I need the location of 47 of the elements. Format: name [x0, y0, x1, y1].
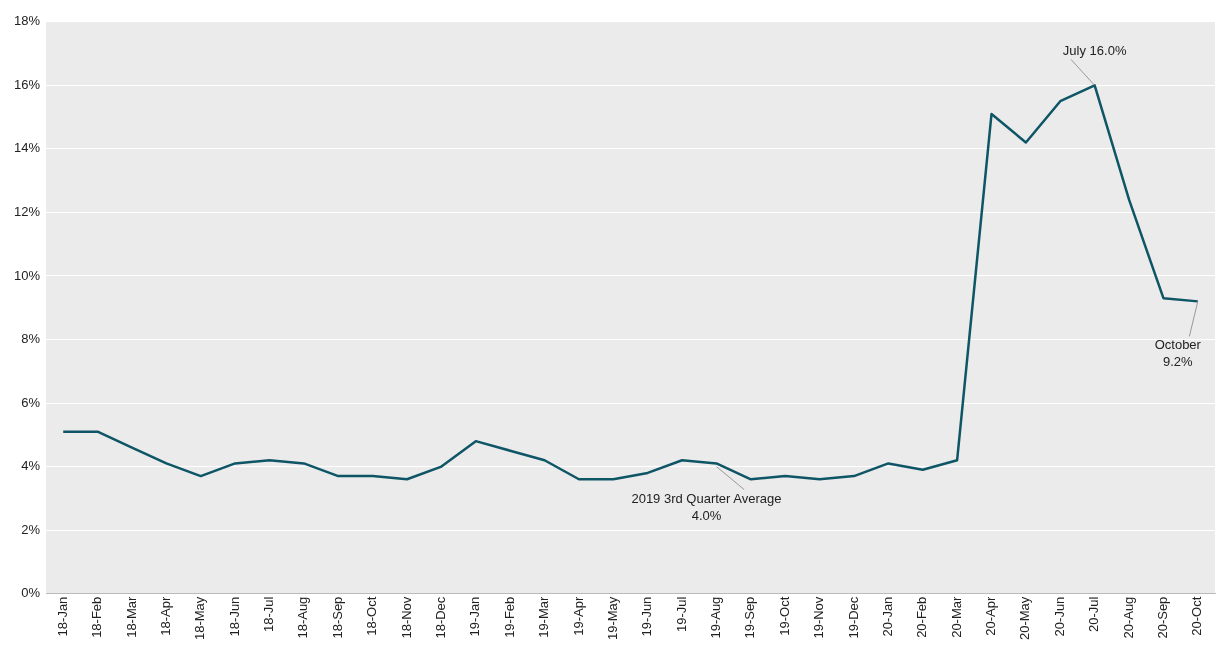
x-tick-label: 18-May [192, 596, 208, 641]
x-tick-label: 19-Oct [776, 596, 792, 636]
x-tick-label: 19-May [604, 596, 620, 641]
x-tick-label: 18-Feb [89, 596, 105, 638]
x-tick-label: 18-Dec [432, 596, 448, 639]
x-tick-label: 19-Sep [742, 596, 758, 639]
x-tick-label: 19-Aug [708, 596, 724, 639]
x-tick-label: 20-Jul [1086, 596, 1102, 633]
x-tick-label: 20-Jun [1051, 596, 1067, 637]
x-tick-label: 19-Feb [501, 596, 517, 638]
x-tick-label: 19-Jun [639, 596, 655, 637]
y-tick-label: 14% [13, 140, 41, 156]
x-tick-label: 18-Nov [398, 596, 414, 639]
x-tick-label: 18-Jun [226, 596, 242, 637]
x-tick-label: 20-Feb [914, 596, 930, 638]
x-tick-label: 20-Oct [1189, 596, 1205, 636]
x-tick-label: 19-Jan [467, 596, 483, 637]
x-tick-label: 20-May [1017, 596, 1033, 641]
y-tick-label: 12% [13, 204, 41, 219]
x-tick-label: 20-Jan [879, 596, 895, 637]
x-tick-label: 20-Aug [1120, 596, 1136, 639]
y-tick-label: 18% [13, 13, 41, 29]
x-tick-label: 19-Jul [673, 596, 689, 633]
y-tick-label: 2% [21, 521, 41, 537]
y-tick-label: 0% [21, 585, 41, 601]
y-tick-label: 4% [21, 458, 41, 474]
x-tick-label: 19-Mar [536, 595, 552, 638]
x-tick-label: 20-Sep [1155, 596, 1171, 639]
x-tick-label: 18-Jan [54, 596, 70, 637]
x-tick-label: 18-Jul [261, 596, 277, 633]
annotation: October 9.2% [1154, 337, 1202, 370]
annotation: 2019 3rd Quarter Average 4.0% [631, 490, 782, 523]
y-tick-label: 16% [13, 76, 41, 92]
x-tick-label: 20-Apr [983, 595, 999, 636]
x-tick-label: 19-Dec [845, 596, 861, 639]
y-tick-label: 8% [21, 331, 41, 347]
x-tick-label: 18-Sep [329, 596, 345, 639]
x-tick-label: 20-Mar [948, 595, 964, 638]
x-tick-label: 18-Aug [295, 596, 311, 639]
x-tick-label: 18-Apr [157, 595, 173, 636]
y-tick-label: 10% [13, 267, 41, 283]
annotation: July 16.0% [1062, 43, 1127, 59]
x-tick-label: 19-Nov [811, 596, 827, 639]
y-tick-label: 6% [21, 394, 41, 410]
x-tick-label: 18-Mar [123, 595, 139, 638]
x-tick-label: 18-Oct [364, 596, 380, 636]
x-tick-label: 19-Apr [570, 595, 586, 636]
